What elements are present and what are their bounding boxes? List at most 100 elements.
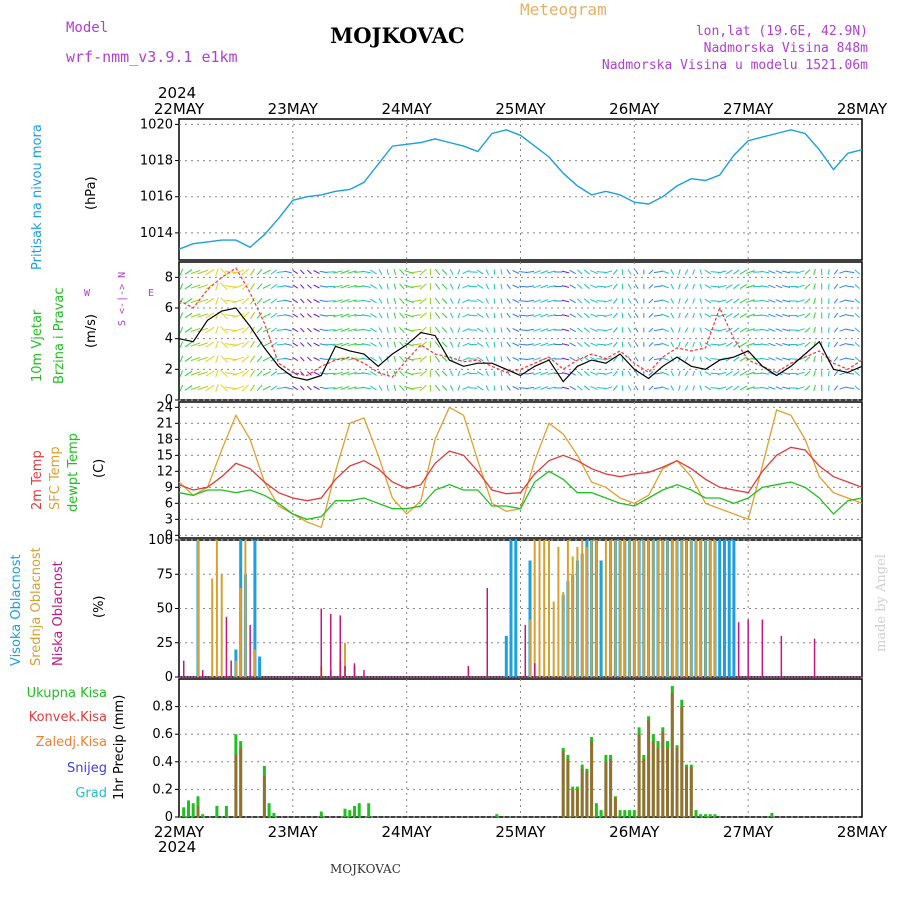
wind-arrow xyxy=(506,269,511,275)
wind-arrow xyxy=(725,342,733,347)
wind-arrow xyxy=(621,327,624,333)
cloud-low-bar xyxy=(486,588,488,677)
cloud-low-bar xyxy=(202,670,204,677)
wind-arrow xyxy=(434,297,441,305)
wind-speed-line xyxy=(178,307,863,383)
wind-arrow xyxy=(634,356,639,362)
cloud-mid-bar xyxy=(676,540,678,677)
wind-arrow xyxy=(699,341,703,348)
y-tick-label-precip: 0.8 xyxy=(152,700,173,715)
wind-arrow xyxy=(684,370,689,377)
wind-arrow xyxy=(782,372,791,375)
wind-arrow xyxy=(434,341,441,348)
wind-arrow xyxy=(419,268,427,276)
wind-arrow xyxy=(215,355,219,363)
wind-arrow xyxy=(393,268,397,276)
pressure-label: Pritisak na nivou mora xyxy=(30,124,45,270)
y-tick-label-temp: 0 xyxy=(165,528,173,543)
wind-arrow xyxy=(347,342,357,347)
y-tick-label-pressure: 1016 xyxy=(140,190,173,205)
wind-arrow xyxy=(596,285,606,288)
wind-arrow xyxy=(449,385,454,391)
precip-conv-bar xyxy=(651,741,655,817)
wind-arrow xyxy=(184,370,193,377)
cloud-mid-bar xyxy=(239,588,242,677)
wind-arrow xyxy=(518,329,527,331)
wind-arrow xyxy=(361,328,371,332)
cloud-low-bar xyxy=(534,663,536,677)
wind-arrow xyxy=(576,298,583,304)
wind-arrow xyxy=(775,313,783,318)
wind-arrow xyxy=(678,370,681,377)
wind-arrow xyxy=(839,328,847,332)
wind-arrow xyxy=(468,271,478,273)
wind-arrow xyxy=(313,342,320,347)
wind-arrow xyxy=(684,356,689,362)
wind-arrow xyxy=(262,298,271,304)
cloud-high-bar xyxy=(727,540,731,677)
wind-arrow xyxy=(249,312,256,319)
wind-arrow xyxy=(621,283,624,290)
wind-arrow xyxy=(468,329,478,331)
wind-arrow xyxy=(378,370,383,377)
x-tick-label-bottom: 25MAY xyxy=(495,823,546,841)
wind-arrow xyxy=(457,283,461,290)
wind-arrow xyxy=(768,357,776,361)
wind-arrow xyxy=(215,340,219,349)
precip-conv-bar xyxy=(666,748,669,817)
wind-arrow xyxy=(476,298,484,304)
wind-arrow xyxy=(306,356,312,362)
wind-arrow xyxy=(399,283,405,290)
cloud-mid-bar xyxy=(253,649,256,677)
wind-arrow xyxy=(775,299,783,303)
wind-arrow xyxy=(768,270,776,274)
wind-arrow xyxy=(220,369,228,378)
wind-arrow xyxy=(241,326,250,334)
temp-label-dewpt: dewpt Temp xyxy=(66,432,81,512)
cloud-high-bar xyxy=(599,560,603,677)
wind-arrow xyxy=(775,342,783,347)
wind-arrow xyxy=(612,312,618,319)
model-name: wrf-nmm_v3.9.1 e1km xyxy=(66,48,238,66)
wind-arrow xyxy=(670,356,675,362)
wind-arrow xyxy=(386,298,389,304)
wind-arrow xyxy=(596,314,606,317)
wind-arrow xyxy=(184,327,193,333)
wind-arrow xyxy=(386,283,389,290)
wind-arrow xyxy=(410,299,422,303)
x-tick-label-bottom: 22MAY xyxy=(154,823,205,841)
wind-arrow xyxy=(410,386,422,390)
wind-arrow xyxy=(854,342,860,347)
y-tick-label-temp: 12 xyxy=(156,464,173,479)
wind-arrow xyxy=(661,386,669,390)
wind-arrow xyxy=(692,341,695,348)
wind-arrow xyxy=(717,386,727,390)
wind-arrow xyxy=(604,313,613,318)
wind-arrow xyxy=(449,370,454,377)
wind-arrow xyxy=(370,284,377,289)
wind-arrow xyxy=(760,386,769,390)
y-tick-label-precip: 0 xyxy=(165,810,173,825)
wind-arrow xyxy=(270,370,278,377)
wind-arrow xyxy=(813,384,816,392)
cloud-mid-bar xyxy=(533,540,536,677)
wind-arrow xyxy=(506,298,511,304)
cloud-mid-bar xyxy=(576,546,579,677)
wind-arrow xyxy=(839,284,847,289)
wind-arrow xyxy=(306,327,312,333)
wind-arrow xyxy=(197,313,208,318)
wind-arrow xyxy=(393,326,397,334)
wind-arrow xyxy=(733,356,740,362)
y-tick-label-cloud: 50 xyxy=(156,602,173,617)
wind-arrow xyxy=(782,357,791,361)
cloud-label-low: Niska Oblacnost xyxy=(51,561,66,666)
cloud-mid-bar xyxy=(666,540,669,677)
wind-arrow xyxy=(506,283,511,290)
wind-arrow xyxy=(284,270,292,274)
cloud-low-bar xyxy=(524,624,526,677)
cloud-mid-bar xyxy=(548,540,550,677)
wind-arrow xyxy=(354,358,365,360)
wind-arrow xyxy=(441,269,448,275)
wind-arrow xyxy=(241,341,250,348)
wind-arrow xyxy=(760,372,769,375)
